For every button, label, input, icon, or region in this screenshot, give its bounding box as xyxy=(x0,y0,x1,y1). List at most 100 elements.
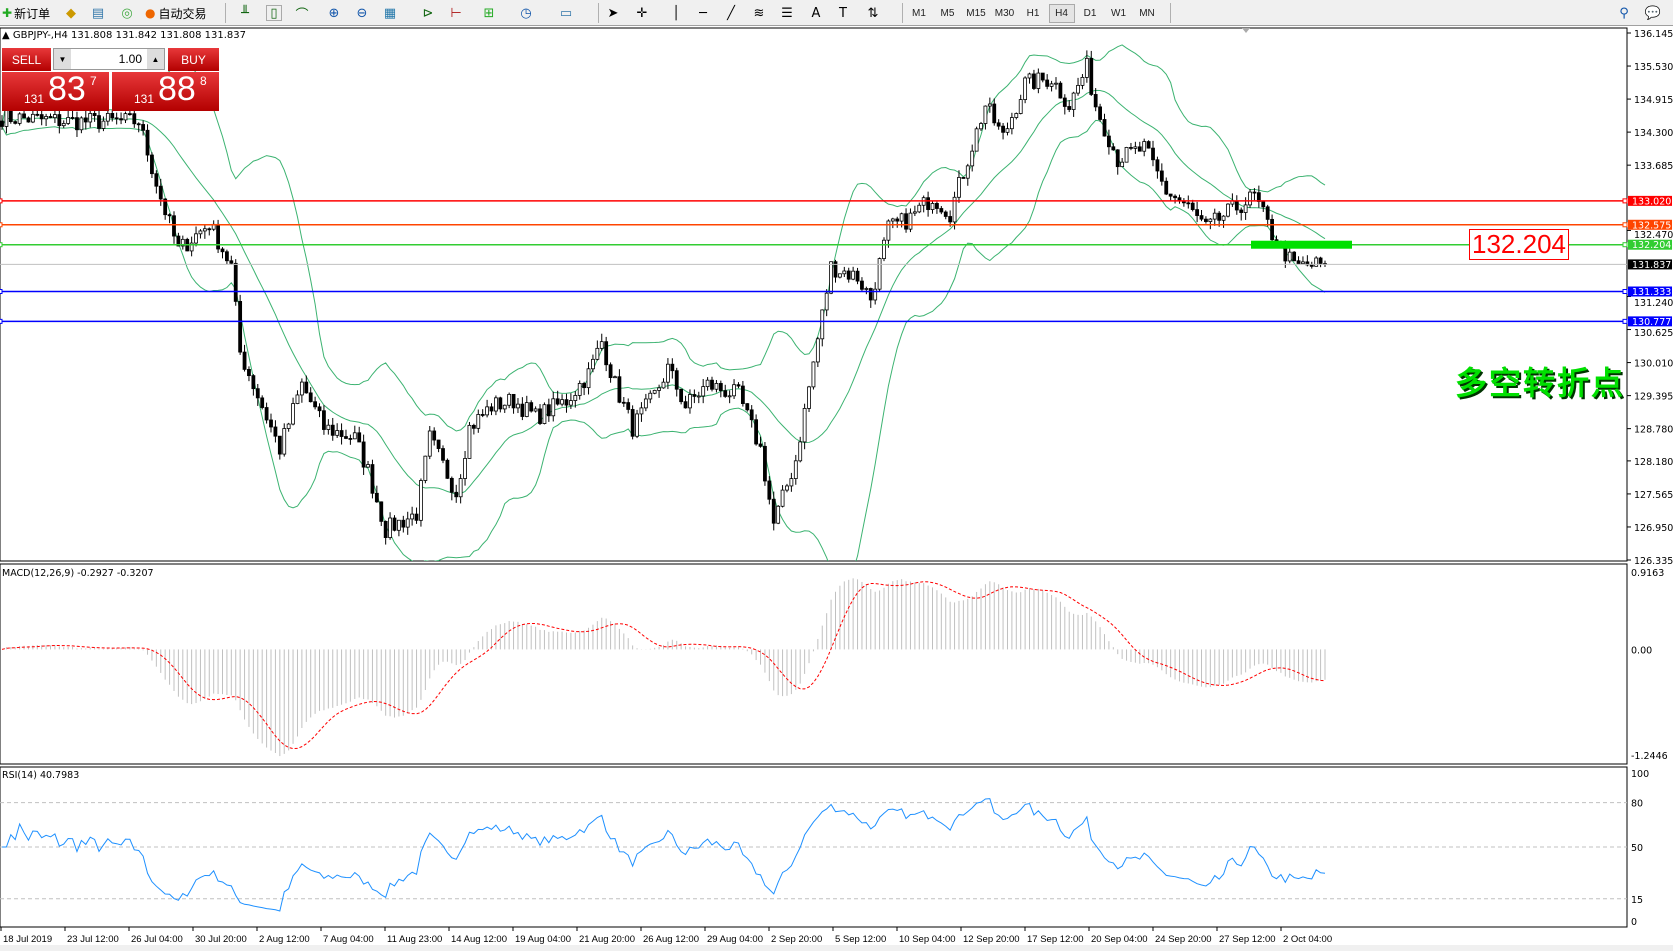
periods-icon[interactable]: ◷ xyxy=(520,5,532,21)
chart-shift-icon[interactable]: ⊳ xyxy=(422,5,434,21)
candle xyxy=(494,397,498,412)
zoom-in-icon[interactable]: ⊕ xyxy=(328,5,340,21)
candle xyxy=(1314,257,1319,267)
price-tick-label: 133.685 xyxy=(1634,161,1673,172)
candle xyxy=(264,407,269,421)
price-tick-label: 128.780 xyxy=(1634,425,1673,436)
candle xyxy=(467,424,472,459)
candle xyxy=(1248,191,1252,206)
candle xyxy=(242,351,247,370)
price-tick-label: 129.395 xyxy=(1634,392,1673,403)
new-order-button[interactable]: ✚ 新订单 xyxy=(2,3,50,23)
timeframe-h1[interactable]: H1 xyxy=(1026,8,1040,19)
candle xyxy=(463,458,467,479)
candle xyxy=(789,478,794,487)
timeframe-m15[interactable]: M15 xyxy=(966,8,986,19)
timeframe-m30[interactable]: M30 xyxy=(994,8,1015,19)
sell-price[interactable]: 131 83 7 xyxy=(2,70,109,111)
candle xyxy=(529,402,534,412)
horizontal-line-icon[interactable]: ─ xyxy=(699,5,707,21)
signals-icon[interactable]: ◎ xyxy=(121,5,133,21)
macd-signal-line xyxy=(1,581,1326,750)
candle xyxy=(383,520,388,538)
timeframe-m5[interactable]: M5 xyxy=(940,8,955,19)
candle xyxy=(423,455,428,481)
candle xyxy=(820,309,825,340)
chat-icon[interactable]: 💬 xyxy=(1644,5,1662,21)
autoscroll-icon[interactable]: ⊢ xyxy=(450,5,462,21)
rsi-tick-label: 15 xyxy=(1631,895,1643,906)
candle xyxy=(502,404,507,410)
candle xyxy=(454,491,459,498)
timeframe-d1[interactable]: D1 xyxy=(1083,8,1097,19)
candle xyxy=(1204,218,1208,222)
candle xyxy=(441,448,445,461)
price-label-annotation[interactable]: 132.204 xyxy=(1469,229,1569,260)
time-label: 23 Jul 12:00 xyxy=(67,934,119,945)
cursor-icon[interactable]: ➤ xyxy=(607,5,619,21)
candle xyxy=(335,430,340,436)
time-label: 18 Jul 2019 xyxy=(3,934,52,945)
market-watch-icon[interactable]: ◆ xyxy=(66,5,76,21)
rsi-label: RSI(14) 40.7983 xyxy=(2,770,80,781)
rsi-tick-label: 50 xyxy=(1631,843,1643,854)
buy-price[interactable]: 131 88 8 xyxy=(112,70,219,111)
candle xyxy=(793,460,798,479)
candle xyxy=(1045,79,1050,87)
fibonacci-icon[interactable]: ≋ xyxy=(753,5,765,21)
candle xyxy=(101,120,106,129)
sell-button[interactable]: SELL xyxy=(2,48,51,71)
indicators-icon[interactable]: ⊞ xyxy=(483,5,495,21)
text-label-icon[interactable]: T xyxy=(839,5,847,21)
candle xyxy=(247,369,251,377)
green-marker-bar xyxy=(1251,240,1352,249)
tile-windows-icon[interactable]: ▦ xyxy=(383,5,397,21)
line-chart-icon[interactable]: ⌒ xyxy=(295,7,309,23)
vertical-line-icon[interactable]: │ xyxy=(672,5,680,21)
price-tick-label: 128.180 xyxy=(1634,457,1673,468)
decrease-lot-button[interactable]: ▼ xyxy=(54,49,71,69)
templates-icon[interactable]: ▭ xyxy=(559,5,573,21)
candle xyxy=(476,414,481,429)
candle xyxy=(745,403,750,411)
timeframe-mn[interactable]: MN xyxy=(1139,8,1155,19)
rsi-line xyxy=(2,798,1326,912)
candle xyxy=(996,122,1001,127)
candle xyxy=(13,121,18,124)
candle xyxy=(1252,191,1257,194)
price-tick-label: 127.565 xyxy=(1634,490,1673,501)
lot-size-stepper[interactable]: ▼ 1.00 ▲ xyxy=(53,48,165,70)
candle xyxy=(882,239,886,259)
fibo-levels-icon[interactable]: ☰ xyxy=(781,5,793,21)
candle xyxy=(255,388,260,399)
candle xyxy=(260,397,265,408)
candle xyxy=(824,292,829,311)
timeframe-h4[interactable]: H4 xyxy=(1048,4,1075,23)
candle xyxy=(180,238,185,247)
candle xyxy=(445,459,450,479)
candle xyxy=(167,214,172,217)
increase-lot-button[interactable]: ▲ xyxy=(147,49,164,69)
lot-value[interactable]: 1.00 xyxy=(118,52,142,66)
time-label: 5 Sep 12:00 xyxy=(835,934,886,945)
candle xyxy=(705,379,710,388)
candle xyxy=(1301,261,1305,264)
chart-area[interactable]: 136.145 135.530 134.915 134.300 133.685 132.4… xyxy=(0,27,1673,951)
candle xyxy=(489,406,494,412)
candlestick-chart-icon[interactable]: ▯ xyxy=(266,5,282,21)
text-icon[interactable]: A xyxy=(811,5,821,21)
bar-chart-icon[interactable]: ╨ xyxy=(241,5,249,21)
time-label: 11 Aug 23:00 xyxy=(387,934,442,945)
candle xyxy=(1287,251,1292,262)
auto-trading-button[interactable]: ● 自动交易 xyxy=(145,3,207,23)
buy-button[interactable]: BUY xyxy=(168,48,219,71)
candle xyxy=(868,288,873,301)
timeframe-w1[interactable]: W1 xyxy=(1111,8,1126,19)
zoom-out-icon[interactable]: ⊖ xyxy=(356,5,368,21)
timeframe-m1[interactable]: M1 xyxy=(912,8,926,19)
trendline-icon[interactable]: ╱ xyxy=(727,5,735,21)
crosshair-icon[interactable]: ✛ xyxy=(636,5,648,21)
arrows-icon[interactable]: ⇅ xyxy=(867,5,879,21)
search-icon[interactable]: ⚲ xyxy=(1619,5,1629,21)
navigator-icon[interactable]: ▤ xyxy=(91,5,105,21)
